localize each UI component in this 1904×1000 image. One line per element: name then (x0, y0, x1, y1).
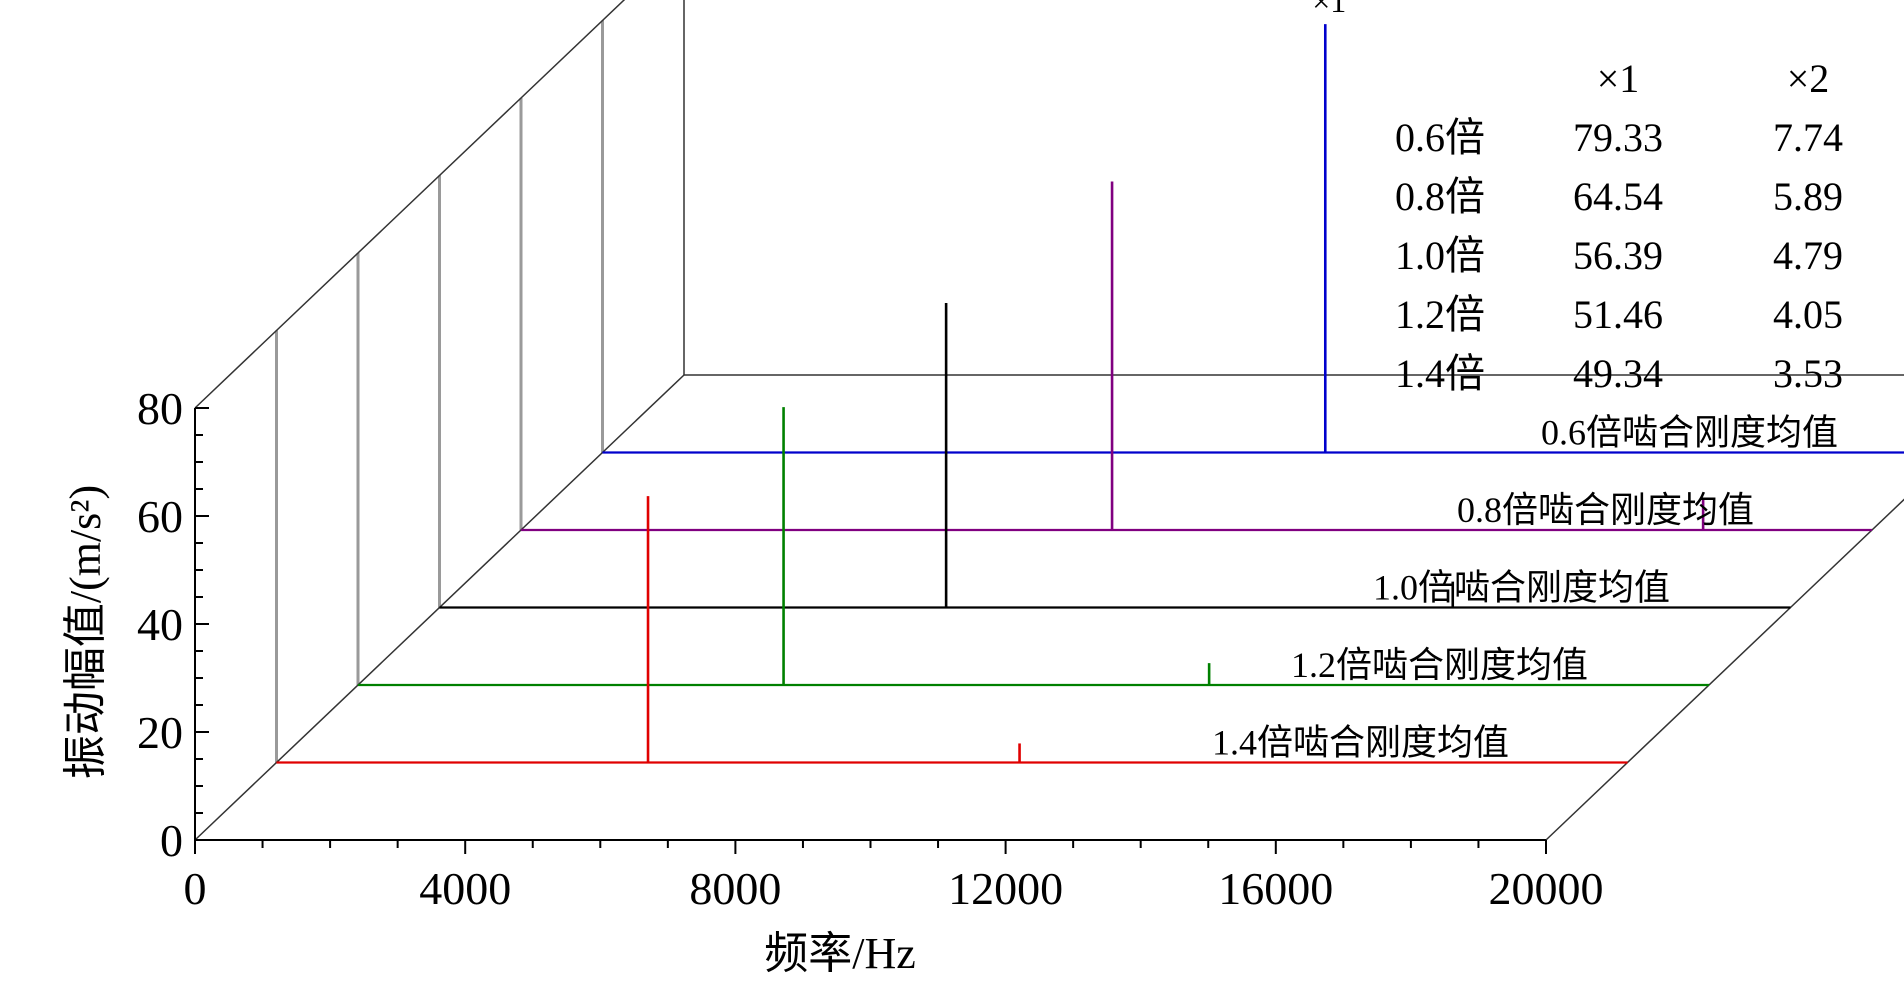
x-tick-label: 16000 (1218, 863, 1333, 914)
table-header-cell: ×1 (1597, 56, 1640, 101)
table-cell: 4.79 (1773, 233, 1843, 278)
series-label: 0.8倍啮合刚度均值 (1457, 490, 1754, 530)
table-cell: 4.05 (1773, 292, 1843, 337)
table-header-cell: ×2 (1787, 56, 1830, 101)
x-tick-label: 12000 (948, 863, 1063, 914)
peak-annotation-1x: ×1 (1312, 0, 1346, 19)
table-cell: 1.2倍 (1395, 292, 1485, 337)
table-cell: 0.6倍 (1395, 115, 1485, 160)
table-cell: 64.54 (1573, 174, 1663, 219)
series-label: 1.4倍啮合刚度均值 (1212, 723, 1509, 763)
series-label: 0.6倍啮合刚度均值 (1541, 413, 1838, 453)
x-tick-label: 20000 (1489, 863, 1604, 914)
table-cell: 49.34 (1573, 351, 1663, 396)
table-cell: 3.53 (1773, 351, 1843, 396)
y-tick-label: 80 (137, 383, 183, 434)
x-tick-label: 0 (184, 863, 207, 914)
x-axis-title: 频率/Hz (764, 929, 916, 978)
table-cell: 1.4倍 (1395, 351, 1485, 396)
x-tick-label: 8000 (689, 863, 781, 914)
y-axis-title: 振动幅值/(m/s²) (61, 485, 110, 779)
wall-top-edge (194, 0, 626, 409)
x-tick-label: 4000 (419, 863, 511, 914)
y-tick-label: 60 (137, 491, 183, 542)
table-cell: 79.33 (1573, 115, 1663, 160)
y-tick-label: 20 (137, 707, 183, 758)
table-cell: 51.46 (1573, 292, 1663, 337)
series-label: 1.2倍啮合刚度均值 (1291, 645, 1588, 685)
table-cell: 56.39 (1573, 233, 1663, 278)
table-cell: 0.8倍 (1395, 174, 1485, 219)
table-cell: 7.74 (1773, 115, 1843, 160)
table-cell: 1.0倍 (1395, 233, 1485, 278)
series-label: 1.0倍啮合刚度均值 (1373, 568, 1670, 608)
table-cell: 5.89 (1773, 174, 1843, 219)
y-tick-label: 40 (137, 599, 183, 650)
y-tick-label: 0 (160, 815, 183, 866)
